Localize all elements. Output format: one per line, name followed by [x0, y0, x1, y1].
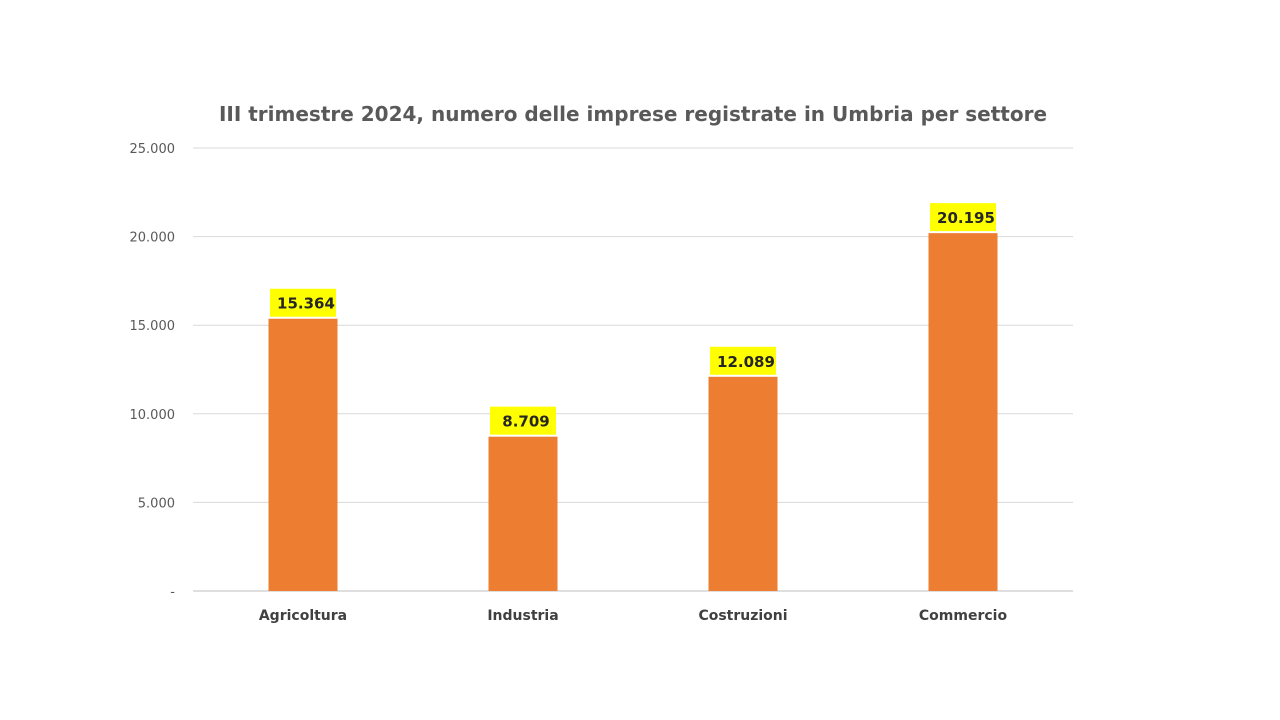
data-label: 20.195 [937, 209, 995, 227]
bar [268, 318, 338, 591]
data-label-background [930, 203, 996, 232]
data-label-background [490, 406, 556, 435]
data-label-background [270, 288, 336, 317]
category-label: Agricoltura [259, 608, 347, 624]
y-tick-label: 25.000 [130, 142, 176, 157]
chart-title: III trimestre 2024, numero delle imprese… [218, 102, 1048, 126]
category-label: Commercio [919, 608, 1008, 624]
y-tick-label: 10.000 [130, 408, 176, 423]
y-tick-label: 15.000 [130, 319, 176, 334]
bar [488, 436, 558, 591]
data-label: 8.709 [502, 413, 549, 431]
data-label: 12.089 [717, 353, 775, 371]
bar [708, 376, 778, 591]
category-label: Industria [487, 608, 558, 624]
y-tick-label: 5.000 [138, 496, 175, 511]
y-tick-label: - [170, 585, 175, 600]
data-label-background [710, 346, 776, 375]
data-label: 15.364 [277, 295, 335, 313]
y-tick-label: 20.000 [130, 231, 176, 246]
category-label: Costruzioni [698, 608, 787, 624]
bar [928, 233, 998, 592]
